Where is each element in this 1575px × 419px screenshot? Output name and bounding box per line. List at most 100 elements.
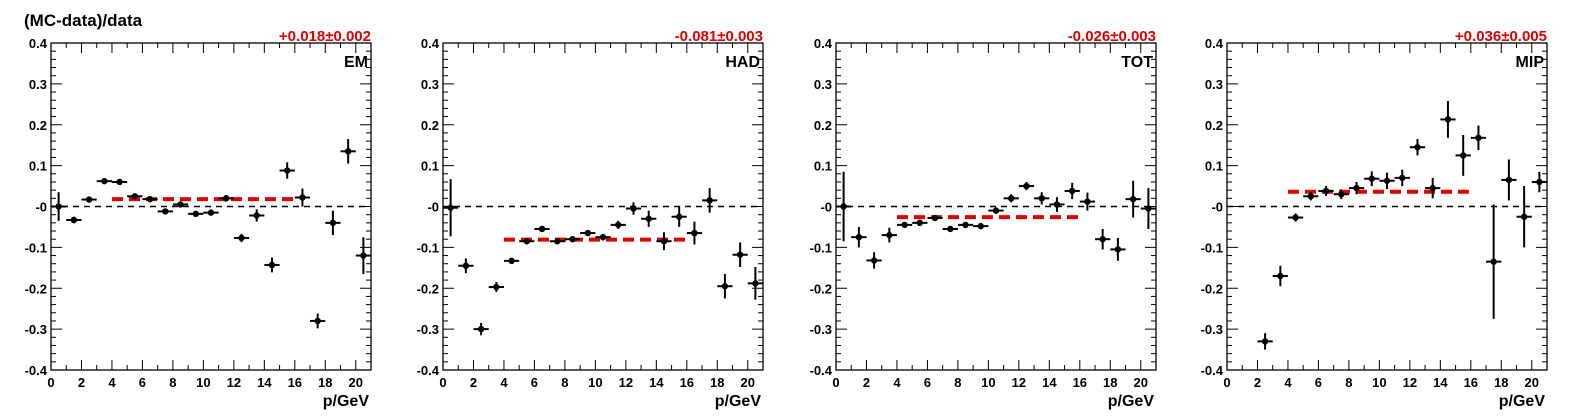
data-point xyxy=(747,266,763,300)
x-tick-label: 10 xyxy=(981,375,995,390)
data-marker xyxy=(1023,182,1030,190)
data-point xyxy=(249,209,265,222)
fit-result-label: +0.036±0.005 xyxy=(1455,28,1547,45)
x-tick-label: 0 xyxy=(439,375,446,390)
y-tick-label: 0.4 xyxy=(421,36,440,51)
x-axis-label: p/GeV xyxy=(1108,393,1155,410)
data-point xyxy=(172,201,189,208)
y-tick-label: -0.3 xyxy=(1201,322,1223,337)
data-marker xyxy=(630,205,637,212)
y-tick-label: -0 xyxy=(35,200,47,215)
y-tick-label: 0.4 xyxy=(29,36,48,51)
data-point xyxy=(157,208,173,215)
x-tick-label: 14 xyxy=(1042,375,1057,390)
x-tick-label: 6 xyxy=(924,375,931,390)
y-tick-label: 0.1 xyxy=(814,159,832,174)
data-point xyxy=(942,225,958,233)
data-point xyxy=(1516,186,1532,248)
data-point xyxy=(1303,192,1319,201)
data-marker xyxy=(977,222,984,230)
data-point xyxy=(1140,188,1156,229)
x-tick-label: 20 xyxy=(349,375,363,390)
data-point xyxy=(96,177,112,185)
data-point xyxy=(641,210,657,227)
x-tick-label: 16 xyxy=(1073,375,1087,390)
data-point xyxy=(1272,265,1288,287)
x-tick-label: 16 xyxy=(288,375,302,390)
data-marker xyxy=(1307,193,1315,200)
y-tick-label: 0.4 xyxy=(814,36,833,51)
y-tick-label: 0.3 xyxy=(421,77,439,92)
data-point xyxy=(1018,181,1035,191)
data-marker xyxy=(1145,205,1152,212)
data-point xyxy=(973,222,989,230)
panel-tot: -0.4 -0.3 -0.2 -0.1 -0 0.1 0.2 0.3 0.4 0 2 4 6 8 10 12 1… xyxy=(810,28,1157,410)
data-marker xyxy=(146,195,154,203)
y-tick-label: -0.2 xyxy=(1201,281,1223,296)
data-marker xyxy=(1536,178,1543,186)
data-marker xyxy=(253,212,260,219)
data-marker xyxy=(508,257,515,265)
data-marker xyxy=(192,210,199,218)
data-point xyxy=(610,220,626,229)
data-point xyxy=(595,233,611,241)
y-tick-label: -0.4 xyxy=(1201,363,1224,378)
y-tick-label: -0.1 xyxy=(25,240,47,255)
data-marker xyxy=(238,234,245,242)
data-marker xyxy=(1277,272,1284,280)
data-point xyxy=(1364,171,1380,187)
data-point xyxy=(671,206,687,227)
y-tick-label: -0.2 xyxy=(25,281,47,296)
data-point xyxy=(203,209,219,216)
data-marker xyxy=(691,229,698,237)
data-marker xyxy=(207,209,215,216)
y-tick-label: 0.2 xyxy=(29,118,47,133)
data-point xyxy=(1409,139,1426,156)
data-marker xyxy=(947,225,954,233)
data-marker xyxy=(1490,258,1497,265)
data-marker xyxy=(931,214,939,222)
x-tick-label: 10 xyxy=(1372,375,1386,390)
y-tick-label: -0 xyxy=(1211,200,1223,215)
data-marker xyxy=(538,225,546,233)
x-tick-label: 10 xyxy=(196,375,210,390)
x-tick-label: 8 xyxy=(561,375,568,390)
data-marker xyxy=(615,221,622,229)
data-point xyxy=(294,188,311,207)
panel-label: MIP xyxy=(1516,54,1545,71)
y-tick-label: -0 xyxy=(427,200,439,215)
data-marker xyxy=(447,204,454,211)
x-tick-label: 8 xyxy=(954,375,961,390)
y-tick-label: -0.3 xyxy=(417,322,439,337)
x-tick-label: 16 xyxy=(1464,375,1478,390)
x-tick-label: 12 xyxy=(619,375,633,390)
data-point xyxy=(1486,204,1502,319)
y-tick-label: -0.4 xyxy=(25,363,48,378)
data-marker xyxy=(1444,116,1452,123)
data-marker xyxy=(523,238,531,245)
y-tick-label: 0.2 xyxy=(421,118,439,133)
data-point xyxy=(488,282,504,292)
panel-label: TOT xyxy=(1121,54,1153,71)
fit-result-label: +0.018±0.002 xyxy=(279,28,371,45)
data-point xyxy=(142,195,158,203)
data-marker xyxy=(116,178,123,186)
x-tick-label: 12 xyxy=(1403,375,1417,390)
y-tick-label: 0.3 xyxy=(1205,77,1223,92)
x-tick-label: 6 xyxy=(1315,375,1322,390)
data-point xyxy=(81,196,97,203)
data-marker xyxy=(1429,184,1436,192)
y-tick-label: -0.2 xyxy=(810,281,832,296)
data-point xyxy=(1079,192,1096,211)
data-marker xyxy=(752,280,759,287)
y-tick-label: -0.4 xyxy=(417,363,440,378)
data-marker xyxy=(162,208,169,215)
x-tick-label: 2 xyxy=(470,375,477,390)
data-point xyxy=(1394,169,1410,187)
data-marker xyxy=(1520,213,1528,220)
data-point xyxy=(656,232,672,251)
data-marker xyxy=(554,238,561,245)
data-point xyxy=(233,233,250,243)
data-point xyxy=(549,238,565,245)
data-marker xyxy=(493,283,500,291)
